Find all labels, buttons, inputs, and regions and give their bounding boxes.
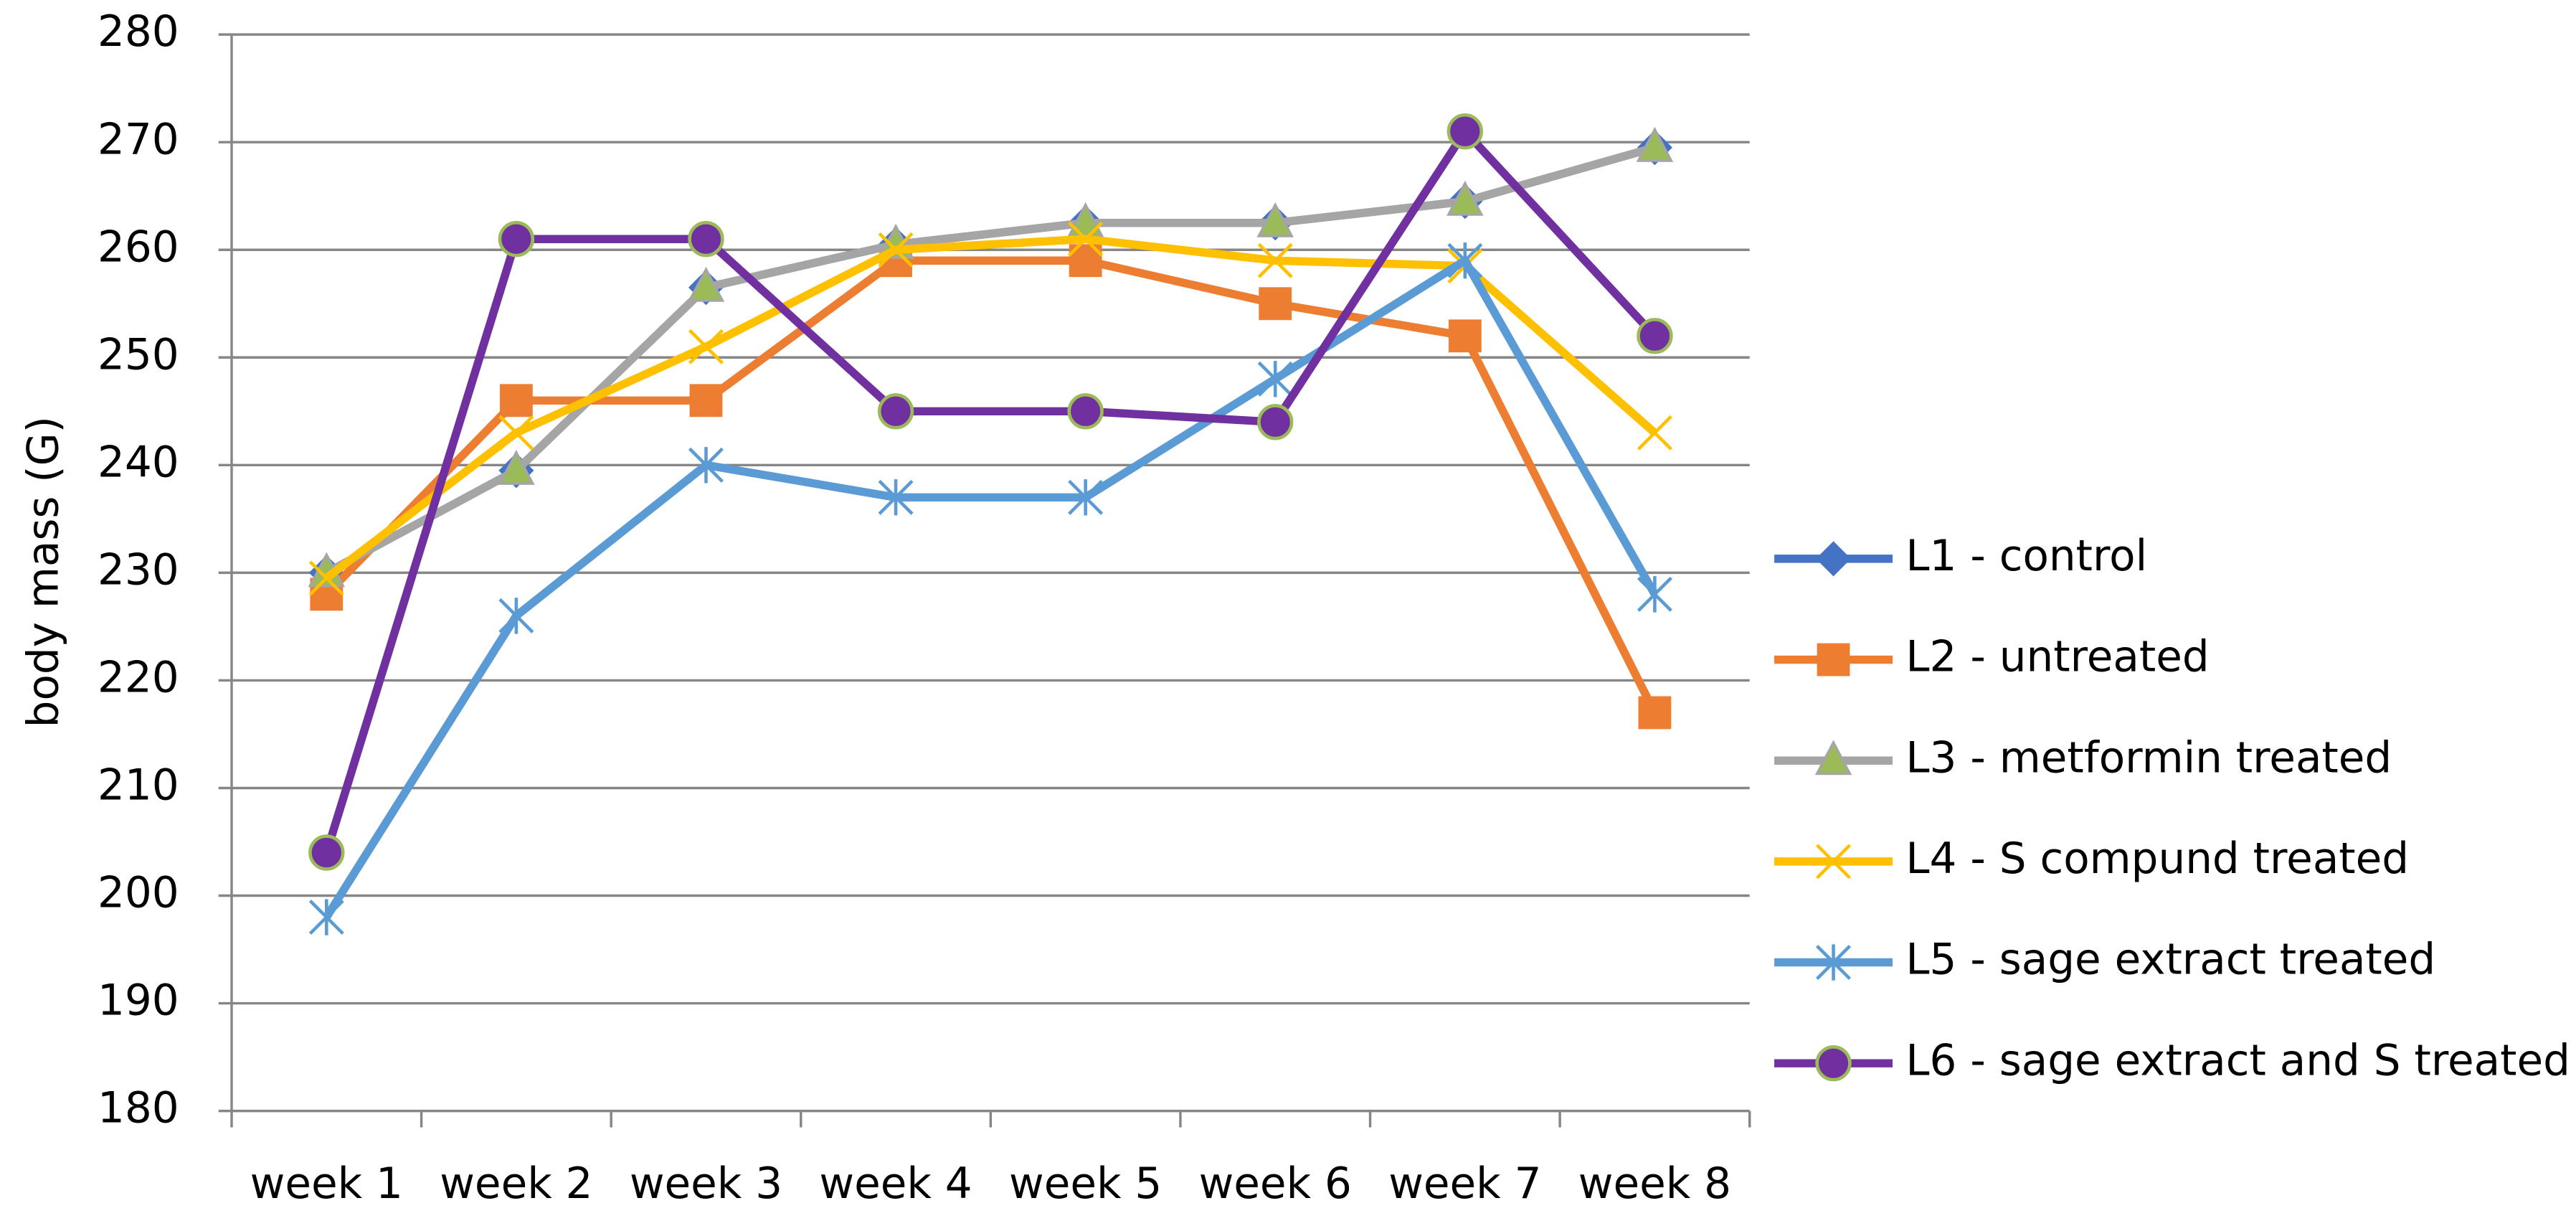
marker: [1068, 479, 1104, 516]
legend-label: L1 - control: [1905, 532, 2147, 581]
marker: [1447, 242, 1483, 279]
series: [308, 242, 1672, 935]
legend-label: L6 - sage extract and S treated: [1905, 1036, 2570, 1085]
marker: [1448, 319, 1482, 353]
legend-label: L4 - S compund treated: [1905, 834, 2409, 884]
marker: [1817, 643, 1850, 676]
marker: [498, 221, 535, 258]
marker: [1816, 944, 1852, 981]
marker: [1257, 361, 1293, 397]
marker: [308, 560, 344, 596]
marker: [1257, 242, 1293, 278]
series-line: [322, 127, 1658, 854]
x-tick-label: week 3: [630, 1159, 782, 1209]
x-tick-label: week 4: [819, 1159, 972, 1209]
marker: [1637, 415, 1672, 451]
legend-label: L3 - metformin treated: [1905, 733, 2392, 783]
y-tick-label: 190: [98, 976, 179, 1026]
marker: [688, 221, 724, 258]
marker: [499, 384, 533, 418]
series: [308, 221, 1672, 596]
legend-label: L2 - untreated: [1905, 633, 2209, 682]
marker: [498, 449, 535, 485]
x-tick-label: week 6: [1199, 1159, 1352, 1209]
marker: [688, 447, 724, 484]
marker: [1067, 393, 1104, 430]
series: [308, 113, 1673, 871]
marker: [1638, 696, 1672, 730]
marker: [1816, 844, 1852, 880]
x-tick-label: week 8: [1578, 1159, 1731, 1209]
y-axis-label: body mass (G): [19, 416, 68, 727]
y-tick-label: 280: [98, 7, 179, 57]
series: [310, 244, 1672, 730]
y-tick-label: 250: [98, 330, 179, 379]
marker: [1259, 287, 1292, 321]
y-tick-label: 180: [98, 1084, 179, 1133]
marker: [1446, 180, 1484, 216]
marker: [1257, 404, 1294, 440]
y-tick-label: 210: [98, 761, 179, 811]
y-tick-label: 270: [98, 115, 179, 164]
x-tick-label: week 7: [1388, 1159, 1541, 1209]
legend-item: L2 - untreated: [1774, 633, 2210, 682]
legend-item: L5 - sage extract treated: [1774, 935, 2435, 985]
marker: [1815, 1045, 1852, 1082]
series-line: [323, 235, 1658, 582]
x-tick-label: week 5: [1009, 1159, 1162, 1209]
marker: [877, 393, 914, 430]
marker: [1068, 221, 1104, 257]
marker: [878, 232, 914, 268]
y-tick-label: 260: [98, 222, 179, 272]
legend-item: L3 - metformin treated: [1774, 733, 2392, 783]
marker: [1637, 576, 1672, 613]
x-tick-label: week 2: [440, 1159, 592, 1209]
marker: [878, 479, 914, 516]
legend-item: L4 - S compund treated: [1774, 834, 2409, 884]
y-tick-label: 200: [98, 869, 179, 918]
series-line: [323, 256, 1659, 715]
legend-item: L1 - control: [1774, 532, 2147, 581]
marker: [1637, 318, 1673, 354]
marker: [1816, 541, 1852, 577]
marker: [498, 415, 534, 451]
legend-label: L5 - sage extract treated: [1905, 935, 2435, 985]
marker: [687, 266, 725, 302]
series-line: [324, 143, 1656, 577]
y-tick-label: 230: [98, 545, 179, 595]
marker: [498, 598, 534, 634]
marker: [688, 329, 724, 364]
marker: [1814, 740, 1852, 775]
marker: [1256, 202, 1294, 237]
marker: [1446, 113, 1484, 150]
marker: [308, 899, 344, 935]
x-tick-label: week 1: [250, 1159, 403, 1209]
legend-item: L6 - sage extract and S treated: [1774, 1036, 2570, 1085]
marker: [689, 384, 723, 418]
y-tick-label: 220: [98, 654, 179, 703]
y-tick-label: 240: [98, 438, 179, 487]
marker: [308, 834, 345, 871]
marker: [1636, 126, 1674, 162]
series-line: [323, 256, 1659, 920]
